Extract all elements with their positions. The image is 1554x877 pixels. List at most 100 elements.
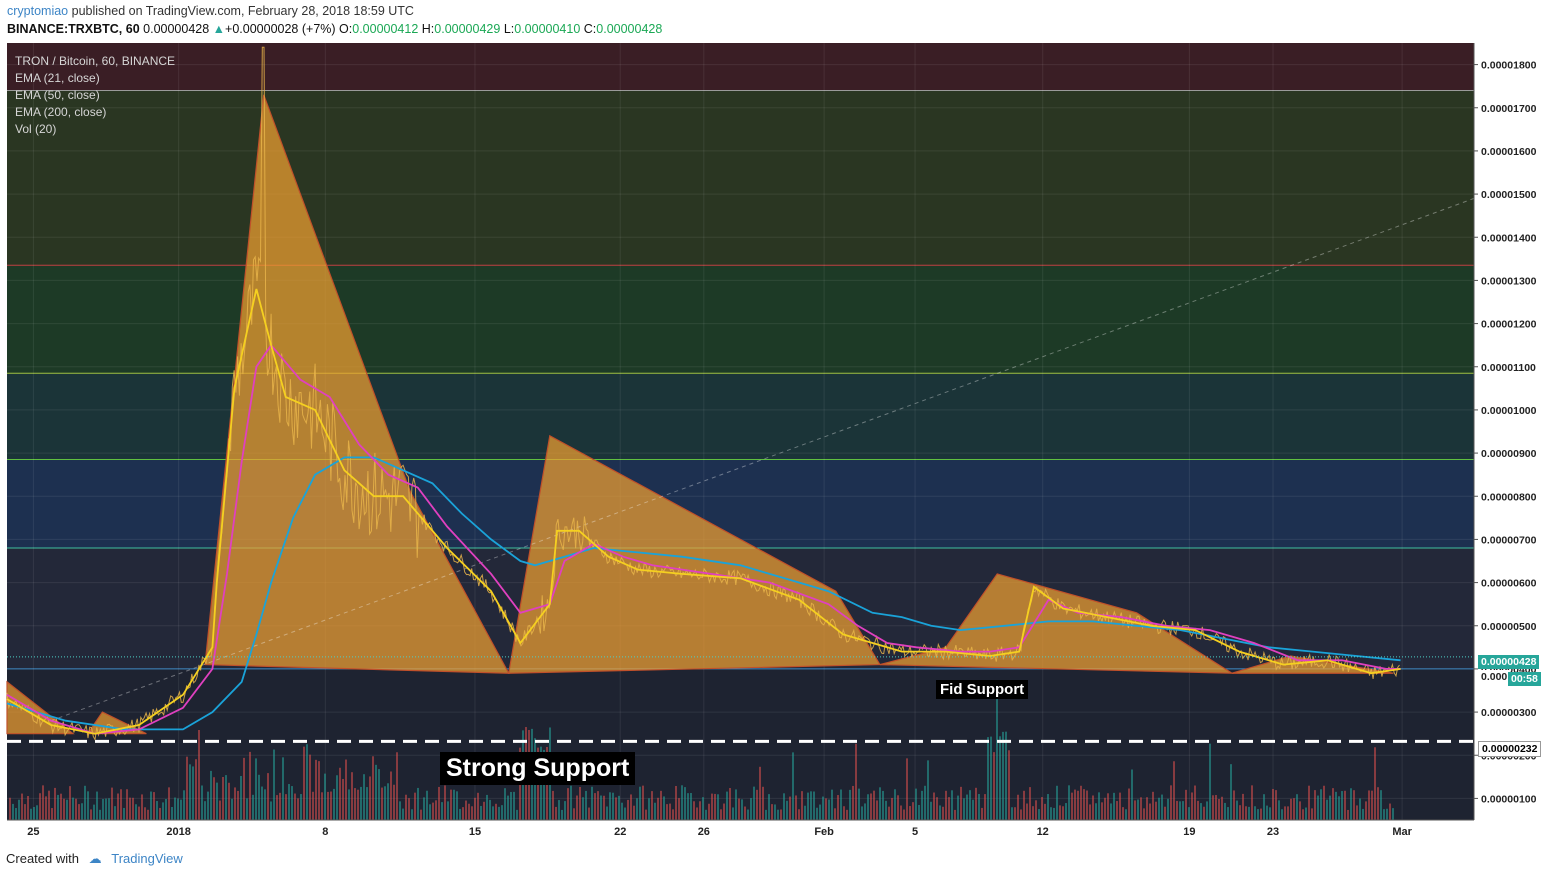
volume-bar: [360, 786, 362, 820]
volume-bar: [618, 795, 620, 820]
volume-bar: [201, 785, 203, 820]
volume-bar: [915, 788, 917, 820]
volume-bar: [231, 798, 233, 820]
volume-bar: [1113, 792, 1115, 820]
volume-bar: [72, 797, 74, 820]
volume-bar: [738, 798, 740, 820]
legend-ema50[interactable]: EMA (50, close): [15, 88, 100, 102]
volume-bar: [288, 784, 290, 820]
volume-bar: [447, 801, 449, 820]
volume-bar: [924, 785, 926, 820]
volume-bar: [369, 776, 371, 820]
volume-bar: [90, 809, 92, 820]
volume-bar: [198, 729, 200, 820]
author-link[interactable]: cryptomiao: [7, 4, 69, 18]
volume-bar: [1167, 798, 1169, 820]
price-axis-panel[interactable]: [1474, 43, 1552, 820]
legend-ema21[interactable]: EMA (21, close): [15, 71, 100, 85]
volume-bar: [96, 791, 98, 820]
symbol-label: BINANCE:TRXBTC, 60: [7, 22, 140, 36]
volume-bar: [51, 808, 53, 820]
volume-bar: [936, 797, 938, 820]
volume-bar: [987, 737, 989, 820]
volume-bar: [1227, 807, 1229, 820]
volume-bar: [342, 778, 344, 820]
volume-bar: [630, 794, 632, 820]
high-value: 0.00000429: [434, 22, 501, 36]
volume-bar: [810, 791, 812, 820]
volume-bar: [453, 789, 455, 820]
tradingview-brand-link[interactable]: TradingView: [111, 851, 183, 866]
volume-bar: [660, 790, 662, 820]
volume-bar: [642, 785, 644, 820]
legend-volume[interactable]: Vol (20): [15, 122, 57, 136]
volume-bar: [912, 802, 914, 820]
volume-bar: [474, 797, 476, 820]
volume-bar: [1002, 731, 1004, 820]
volume-bar: [990, 736, 992, 820]
volume-bar: [675, 785, 677, 820]
up-arrow-icon: ▲: [212, 22, 226, 36]
pattern-triangles: [6, 94, 1394, 735]
volume-bar: [579, 786, 581, 820]
volume-bar: [624, 807, 626, 820]
volume-bar: [798, 809, 800, 820]
volume-bar: [396, 752, 398, 820]
volume-bar: [591, 786, 593, 820]
volume-bar: [54, 787, 56, 820]
volume-bar: [1176, 800, 1178, 820]
volume-bar: [123, 807, 125, 820]
volume-bar: [930, 801, 932, 820]
high-label: H:: [421, 22, 435, 36]
volume-bar: [654, 802, 656, 820]
volume-bar: [429, 804, 431, 820]
volume-bar: [582, 797, 584, 820]
volume-bar: [840, 789, 842, 820]
volume-bar: [117, 793, 119, 820]
price-tick-label: 0.00001700: [1481, 103, 1537, 115]
chart-legend: TRON / Bitcoin, 60, BINANCE EMA (21, clo…: [15, 53, 175, 138]
volume-bar: [1233, 790, 1235, 820]
volume-bar: [855, 743, 857, 820]
volume-bar: [207, 791, 209, 820]
volume-bar: [210, 770, 212, 820]
volume-bar: [1179, 801, 1181, 820]
volume-bar: [159, 807, 161, 820]
volume-bar: [417, 787, 419, 820]
legend-ema200[interactable]: EMA (200, close): [15, 105, 107, 119]
volume-bar: [684, 787, 686, 820]
price-tick-label: 0.00001600: [1481, 146, 1537, 158]
volume-bar: [639, 786, 641, 820]
volume-bar: [489, 799, 491, 820]
volume-bar: [354, 788, 356, 820]
tradingview-logo-icon[interactable]: ☁: [88, 851, 102, 866]
volume-bar: [408, 798, 410, 820]
volume-bar: [1374, 747, 1376, 820]
volume-bar: [666, 804, 668, 820]
volume-bar: [585, 790, 587, 820]
volume-bar: [609, 792, 611, 820]
ema-line: [6, 288, 1401, 735]
volume-bar: [621, 802, 623, 820]
volume-bar: [1215, 795, 1217, 820]
volume-bar: [615, 797, 617, 820]
volume-bar: [750, 798, 752, 820]
volume-bar: [1389, 803, 1391, 820]
volume-bar: [933, 792, 935, 820]
volume-bar: [1191, 792, 1193, 820]
time-axis-panel[interactable]: [7, 820, 1474, 840]
volume-bar: [1185, 789, 1187, 820]
ema-lines: [6, 288, 1474, 735]
volume-bar: [1236, 800, 1238, 820]
volume-bar: [1365, 801, 1367, 820]
volume-bar: [954, 809, 956, 820]
volume-bar: [276, 795, 278, 820]
volume-bar: [945, 790, 947, 820]
volume-bar: [1038, 809, 1040, 820]
volume-bar: [339, 767, 341, 820]
volume-bar: [600, 795, 602, 820]
volume-bar: [867, 794, 869, 820]
volume-bar: [24, 804, 26, 820]
price-tick-label: 0.00001200: [1481, 319, 1537, 331]
